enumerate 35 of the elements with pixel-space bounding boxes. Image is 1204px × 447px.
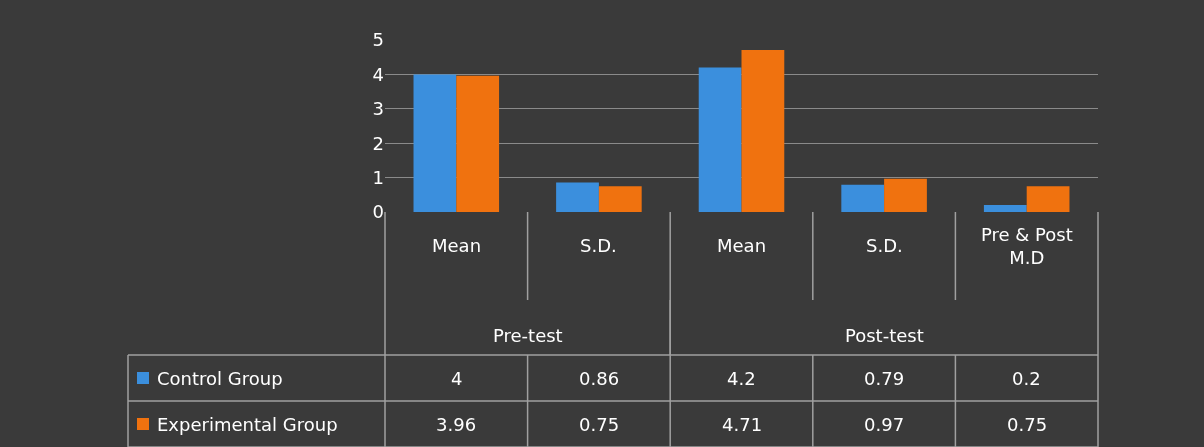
bar [456, 75, 500, 212]
data-label: 4.71 [722, 414, 763, 435]
bar [983, 205, 1027, 212]
y-tick-label: 0 [372, 201, 384, 223]
y-tick-label: 3 [372, 98, 384, 120]
y-tick-label: 2 [372, 132, 384, 154]
bar [556, 182, 599, 212]
data-label: 0.75 [1007, 414, 1048, 435]
bar [598, 186, 642, 212]
data-label: 0.97 [864, 414, 905, 435]
x-tick-label: S.D. [866, 235, 903, 256]
bar [741, 49, 785, 212]
data-label: 0.86 [579, 368, 620, 389]
x-tick-label: Mean [717, 235, 767, 256]
data-label: 0.75 [579, 414, 620, 435]
y-tick-label: 1 [372, 166, 384, 188]
bar [1026, 186, 1070, 212]
text: Post-test [845, 325, 924, 346]
data-label: 0.79 [864, 368, 905, 389]
bar [413, 74, 457, 212]
bar [698, 67, 742, 212]
y-tick-label: 5 [372, 29, 384, 51]
x-tick-label: Pre & Post M.D [981, 224, 1073, 269]
data-label: 4.2 [727, 368, 756, 389]
legend-label: Control Group [157, 368, 283, 389]
data-label: 0.2 [1012, 368, 1041, 389]
y-tick-label: 4 [372, 63, 384, 85]
x-tick-label: S.D. [580, 235, 617, 256]
bar [884, 178, 927, 212]
text: Pre-test [493, 325, 563, 346]
data-label: 4 [451, 368, 463, 389]
x-tick-label: Mean [432, 235, 482, 256]
bar [841, 184, 885, 212]
data-label: 3.96 [436, 414, 477, 435]
legend-label: Experimental Group [157, 414, 338, 435]
